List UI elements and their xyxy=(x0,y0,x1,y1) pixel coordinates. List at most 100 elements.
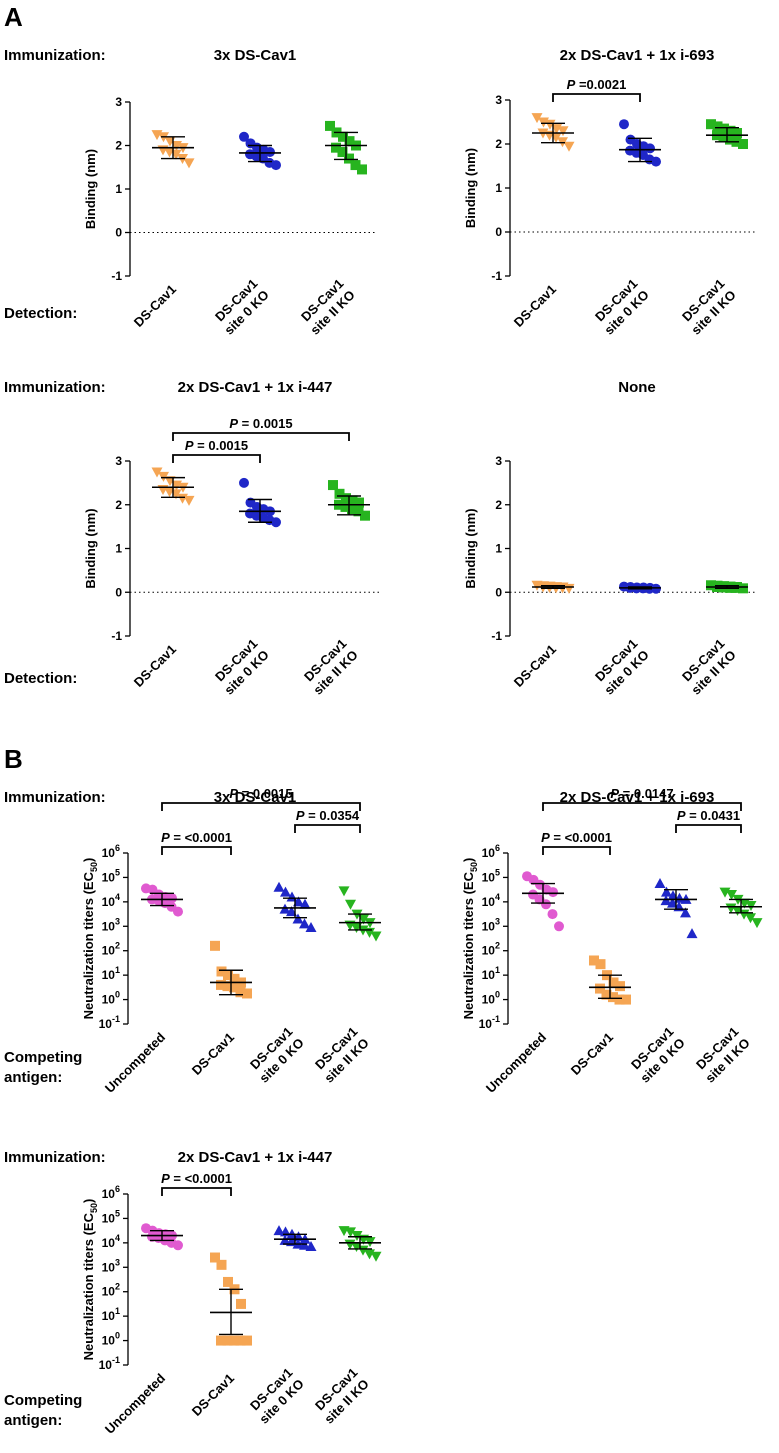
data-point xyxy=(223,1276,233,1287)
y-tick-label: 2 xyxy=(495,137,502,151)
data-point xyxy=(183,495,195,506)
data-point xyxy=(299,1239,310,1250)
data-point xyxy=(718,132,729,143)
y-tick-label: 102 xyxy=(102,1282,120,1299)
series-0 xyxy=(141,1223,183,1251)
data-point xyxy=(210,940,220,951)
data-point xyxy=(328,480,338,491)
data-point xyxy=(216,1335,226,1346)
data-point xyxy=(338,131,348,142)
series-0 xyxy=(531,580,575,594)
data-point xyxy=(273,1225,285,1236)
data-point xyxy=(239,131,249,142)
p-value-label: P = 0.0354 xyxy=(296,808,360,823)
bracket-line xyxy=(172,432,350,441)
y-axis-label: Neutralization titers (EC50) xyxy=(81,858,99,1020)
data-point xyxy=(614,994,625,1005)
series-0 xyxy=(151,130,195,169)
data-point xyxy=(280,886,291,897)
y-axis-label: Binding (nm) xyxy=(463,508,478,588)
p-value-label: P = 0.0015 xyxy=(185,438,248,453)
y-tick-label: 105 xyxy=(482,867,500,884)
bracket-line xyxy=(675,824,742,833)
data-point xyxy=(305,1241,317,1252)
data-point xyxy=(651,583,661,594)
p-value-label: P = <0.0001 xyxy=(541,830,612,845)
chart-title: 3x DS-Cav1 xyxy=(214,47,297,64)
x-tick-label: DS-Cav1 xyxy=(131,642,179,690)
data-point xyxy=(273,881,285,892)
data-point xyxy=(158,471,169,482)
comparison-bracket: P = <0.0001 xyxy=(161,1171,232,1196)
data-point xyxy=(216,979,226,990)
data-point xyxy=(353,506,364,517)
bracket-line xyxy=(161,846,232,855)
x-tick-label: DS-Cav1site 0 KO xyxy=(245,1024,307,1086)
data-point xyxy=(351,1242,362,1253)
data-point xyxy=(216,1259,227,1270)
series-0 xyxy=(522,871,564,932)
p-value-label: P =0.0021 xyxy=(567,77,627,92)
data-point xyxy=(557,126,569,137)
p-value-label: P = 0.0015 xyxy=(229,786,292,801)
y-tick-label: 104 xyxy=(102,1233,120,1250)
data-point xyxy=(151,467,163,478)
p-value-label: P = 0.0015 xyxy=(229,416,292,431)
data-point xyxy=(271,517,281,528)
x-tick-label: DS-Cav1site 0 KO xyxy=(590,276,652,338)
bracket-line xyxy=(161,1187,232,1196)
data-point xyxy=(661,886,672,897)
data-point xyxy=(223,970,233,981)
data-point xyxy=(299,918,310,929)
data-point xyxy=(216,966,227,977)
y-tick-label: 103 xyxy=(102,916,120,933)
data-point xyxy=(738,139,748,149)
p-value-label: P = 0.0147 xyxy=(610,786,673,801)
series-2 xyxy=(706,119,748,149)
series-3 xyxy=(338,1226,382,1262)
bracket-line xyxy=(542,846,611,855)
y-tick-label: 100 xyxy=(102,1331,120,1348)
y-tick-label: 1 xyxy=(495,542,502,556)
competing-label-b3-line2: antigen: xyxy=(4,1412,62,1429)
y-axis-label: Neutralization titers (EC50) xyxy=(81,1199,99,1361)
data-point xyxy=(357,164,367,175)
chart-title: 2x DS-Cav1 + 1x i-693 xyxy=(560,47,715,64)
p-value-label: P = <0.0001 xyxy=(161,830,232,845)
comparison-bracket: P =0.0021 xyxy=(552,77,641,102)
data-point xyxy=(293,896,304,907)
data-point xyxy=(173,1240,183,1251)
y-tick-label: 102 xyxy=(102,941,120,958)
immunization-label-b3: Immunization: xyxy=(4,1149,106,1166)
y-tick-label: 101 xyxy=(482,965,500,982)
chart-b3: 2x DS-Cav1 + 1x i-447 10-1 100 101 102 103 104… xyxy=(81,1149,382,1437)
data-point xyxy=(358,914,369,925)
chart-title: 2x DS-Cav1 + 1x i-693 xyxy=(560,789,715,806)
data-point xyxy=(299,898,311,909)
series-2 xyxy=(273,881,317,933)
competing-label-b1-line2: antigen: xyxy=(4,1069,62,1086)
chart-a1: 3x DS-Cav1 -1 0 1 2 3 Binding (nm) DS-Cav1 DS-Ca… xyxy=(83,47,376,338)
y-tick-label: 105 xyxy=(102,867,120,884)
data-point xyxy=(554,921,564,932)
y-axis-label: Binding (nm) xyxy=(83,508,98,588)
data-point xyxy=(686,928,698,939)
data-point xyxy=(354,497,364,508)
data-point xyxy=(654,878,666,889)
data-point xyxy=(222,981,233,992)
chart-a3: 2x DS-Cav1 + 1x i-447 -1 0 1 2 3 Binding (nm) D… xyxy=(83,379,379,698)
bracket-line xyxy=(552,93,641,102)
series-0 xyxy=(151,467,195,506)
series-0 xyxy=(141,883,183,917)
data-point xyxy=(651,156,661,167)
x-tick-label: DS-Cav1site II KO xyxy=(296,276,358,338)
y-tick-label: 0 xyxy=(495,585,502,599)
p-value-label: P = <0.0001 xyxy=(161,1171,232,1186)
series-1 xyxy=(210,940,252,999)
series-3 xyxy=(338,886,382,942)
y-tick-label: 3 xyxy=(115,454,122,468)
data-point xyxy=(331,142,341,153)
data-point xyxy=(544,119,556,130)
data-point xyxy=(726,890,737,901)
chart-title: None xyxy=(618,379,656,396)
